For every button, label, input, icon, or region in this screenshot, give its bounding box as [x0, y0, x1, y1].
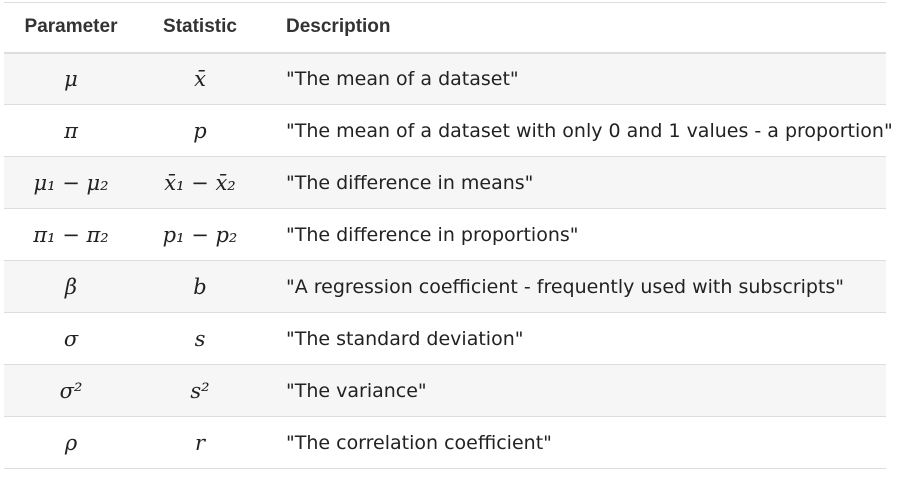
- statistic-cell: x̄: [138, 52, 262, 105]
- description-cell: "The mean of a dataset with only 0 and 1…: [262, 104, 893, 157]
- statistic-cell: s²: [138, 364, 262, 417]
- table-row: π p "The mean of a dataset with only 0 a…: [4, 104, 893, 157]
- header-parameter: Parameter: [4, 2, 138, 54]
- parameter-cell: σ²: [4, 364, 138, 417]
- table-header-row: Parameter Statistic Description: [4, 2, 886, 54]
- header-statistic: Statistic: [138, 2, 262, 54]
- table-row: σ s "The standard deviation": [4, 312, 886, 365]
- parameter-statistic-table-container: Parameter Statistic Description μ x̄ "Th…: [4, 2, 893, 469]
- parameter-cell: σ: [4, 312, 138, 365]
- parameter-statistic-table: Parameter Statistic Description μ x̄ "Th…: [4, 2, 893, 469]
- description-cell: "The variance": [262, 364, 886, 417]
- statistic-cell: x̄₁ − x̄₂: [138, 156, 262, 209]
- table-row: σ² s² "The variance": [4, 364, 886, 417]
- description-cell: "The standard deviation": [262, 312, 886, 365]
- table-row: π₁ − π₂ p₁ − p₂ "The difference in propo…: [4, 208, 886, 261]
- statistic-cell: p₁ − p₂: [138, 208, 262, 261]
- header-description: Description: [262, 2, 886, 54]
- parameter-cell: μ: [4, 52, 138, 105]
- statistic-cell: s: [138, 312, 262, 365]
- table-row: μ x̄ "The mean of a dataset": [4, 52, 886, 105]
- description-cell: "The difference in proportions": [262, 208, 886, 261]
- parameter-cell: π: [4, 104, 138, 157]
- statistic-cell: r: [138, 416, 262, 469]
- table-row: β b "A regression coefficient - frequent…: [4, 260, 886, 313]
- table-row: μ₁ − μ₂ x̄₁ − x̄₂ "The difference in mea…: [4, 156, 886, 209]
- table-row: ρ r "The correlation coefficient": [4, 416, 886, 469]
- description-cell: "The difference in means": [262, 156, 886, 209]
- statistic-cell: p: [138, 104, 262, 157]
- description-cell: "The mean of a dataset": [262, 52, 886, 105]
- parameter-cell: β: [4, 260, 138, 313]
- parameter-cell: ρ: [4, 416, 138, 469]
- statistic-cell: b: [138, 260, 262, 313]
- parameter-cell: μ₁ − μ₂: [4, 156, 138, 209]
- description-cell: "The correlation coefficient": [262, 416, 886, 469]
- description-cell: "A regression coefficient - frequently u…: [262, 260, 886, 313]
- parameter-cell: π₁ − π₂: [4, 208, 138, 261]
